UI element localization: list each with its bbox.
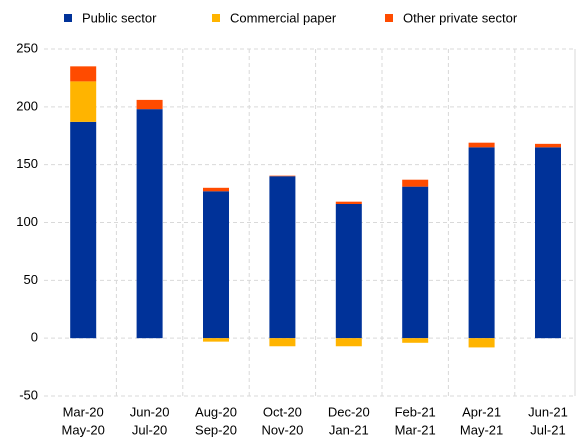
y-tick-label: 250 xyxy=(16,40,38,55)
x-tick-label: Sep-20 xyxy=(195,422,237,437)
x-tick-label: Oct-20 xyxy=(263,404,302,419)
bar-segment xyxy=(335,201,362,204)
bar-segment xyxy=(335,338,362,347)
y-tick-label: 0 xyxy=(31,330,38,345)
bar-segment xyxy=(203,187,229,192)
bar-segment xyxy=(136,99,163,110)
x-tick-label: Jul-21 xyxy=(530,422,565,437)
x-tick-label: May-21 xyxy=(460,422,503,437)
legend-swatch xyxy=(64,14,72,22)
legend-label: Public sector xyxy=(82,10,157,25)
y-tick-label: 200 xyxy=(16,98,38,113)
bar-segment xyxy=(269,176,296,339)
bar-segment xyxy=(468,147,495,339)
bar-segment xyxy=(70,121,97,339)
bar-segment xyxy=(335,203,362,339)
bar-segment xyxy=(402,186,429,339)
y-tick-label: 100 xyxy=(16,214,38,229)
bar-segment xyxy=(468,338,495,348)
bar-segment xyxy=(402,179,429,187)
x-tick-label: Mar-21 xyxy=(395,422,436,437)
x-tick-label: May-20 xyxy=(62,422,105,437)
bar-segment xyxy=(70,81,97,122)
bar-segment xyxy=(535,143,561,148)
legend-label: Other private sector xyxy=(403,10,518,25)
x-tick-label: Apr-21 xyxy=(462,404,501,419)
bar-segment xyxy=(535,147,561,339)
x-tick-label: Jul-20 xyxy=(132,422,167,437)
legend-label: Commercial paper xyxy=(230,10,337,25)
bar-segment xyxy=(136,109,163,339)
bar-segment xyxy=(269,175,296,177)
legend-swatch xyxy=(385,14,393,22)
bar-segment xyxy=(468,142,495,148)
x-tick-label: Feb-21 xyxy=(395,404,436,419)
legend-swatch xyxy=(212,14,220,22)
x-tick-label: Mar-20 xyxy=(63,404,104,419)
bar-segment xyxy=(269,338,296,347)
x-tick-label: Nov-20 xyxy=(261,422,303,437)
y-tick-label: 50 xyxy=(24,272,38,287)
y-tick-label: 150 xyxy=(16,156,38,171)
bar-segment xyxy=(203,338,229,342)
x-tick-label: Jun-20 xyxy=(130,404,170,419)
x-tick-label: Jun-21 xyxy=(528,404,568,419)
y-tick-label: -50 xyxy=(19,387,38,402)
bar-segment xyxy=(203,191,229,339)
x-tick-label: Dec-20 xyxy=(328,404,370,419)
x-tick-label: Aug-20 xyxy=(195,404,237,419)
x-tick-label: Jan-21 xyxy=(329,422,369,437)
bar-segment xyxy=(402,338,429,343)
bar-segment xyxy=(70,66,97,82)
